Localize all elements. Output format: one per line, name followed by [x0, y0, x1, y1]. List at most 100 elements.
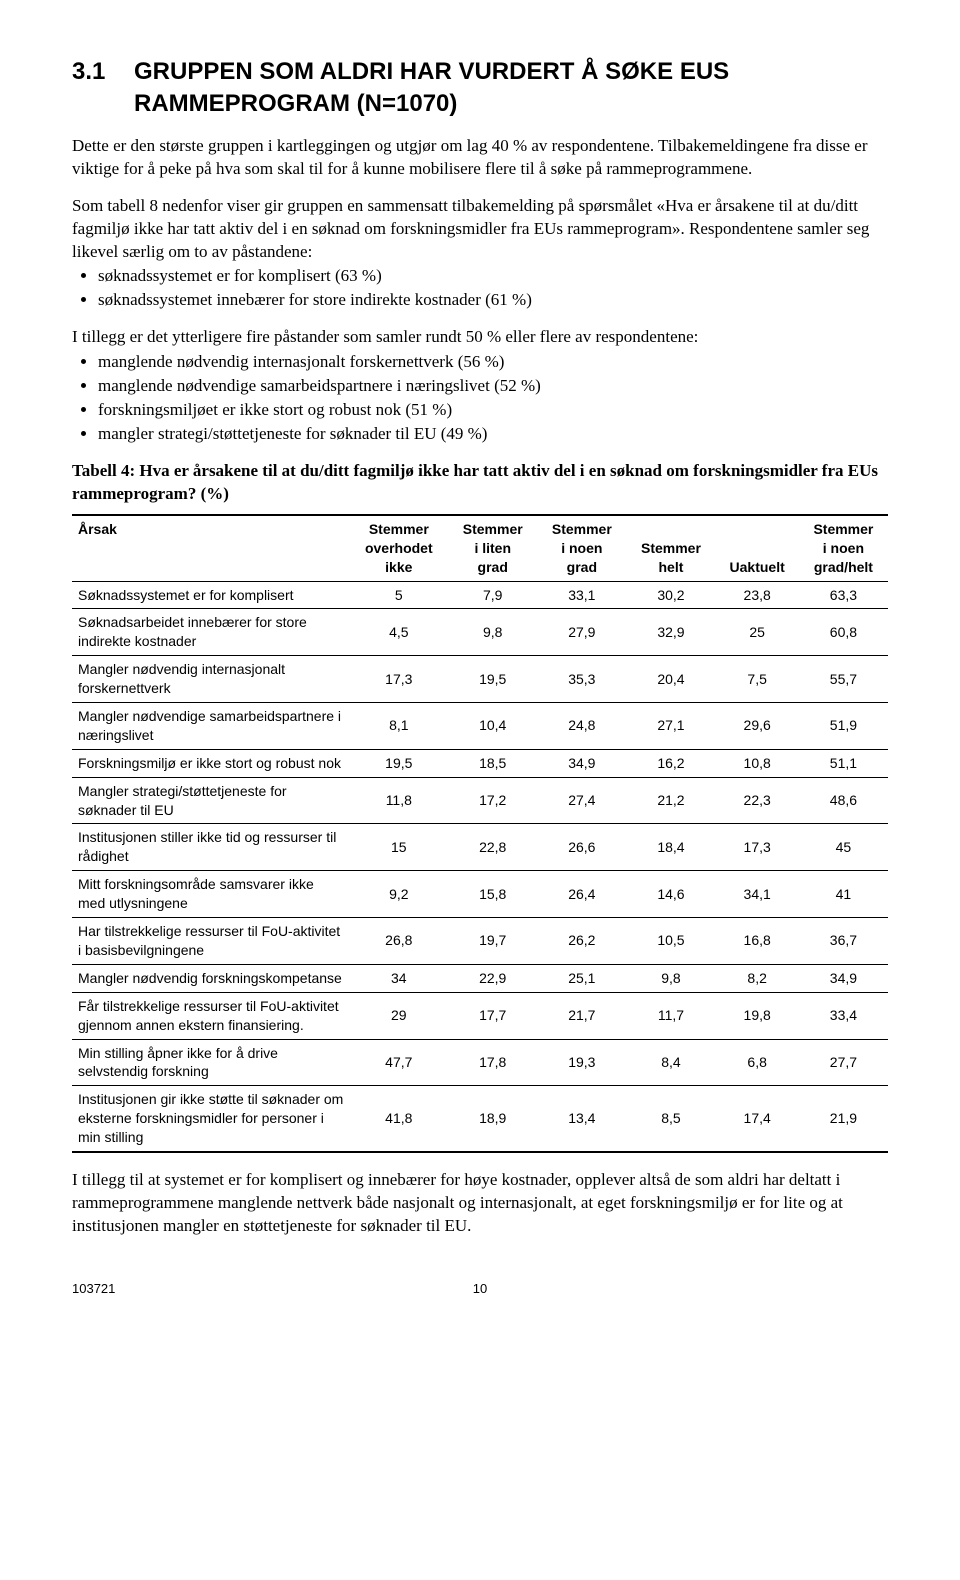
table-row: Institusjonen gir ikke støtte til søknad… — [72, 1086, 888, 1152]
cell: 17,8 — [448, 1039, 537, 1086]
table-row: Institusjonen stiller ikke tid og ressur… — [72, 824, 888, 871]
cell: 22,9 — [448, 964, 537, 992]
table-row: Mitt forskningsområde samsvarer ikke med… — [72, 871, 888, 918]
cell: 19,5 — [448, 656, 537, 703]
table-row: Mangler nødvendig internasjonalt forsker… — [72, 656, 888, 703]
table-row: Har tilstrekkelige ressurser til FoU-akt… — [72, 918, 888, 965]
footer-page: 10 — [115, 1280, 844, 1298]
bullet-list-a: søknadssystemet er for komplisert (63 %)… — [72, 265, 888, 312]
col-header-4: Stemmerhelt — [626, 515, 715, 581]
cell: 5 — [349, 581, 448, 609]
cell: 60,8 — [799, 609, 888, 656]
cell: 9,2 — [349, 871, 448, 918]
row-label: Mangler strategi/støttetjeneste for søkn… — [72, 777, 349, 824]
cell: 9,8 — [626, 964, 715, 992]
cell: 20,4 — [626, 656, 715, 703]
cell: 55,7 — [799, 656, 888, 703]
cell: 10,4 — [448, 703, 537, 750]
cell: 22,8 — [448, 824, 537, 871]
cell: 17,3 — [716, 824, 799, 871]
col-header-arsak: Årsak — [72, 515, 349, 581]
table-title: Tabell 4: Hva er årsakene til at du/ditt… — [72, 460, 888, 506]
data-table: Årsak Stemmeroverhodetikke Stemmeri lite… — [72, 514, 888, 1153]
list-item: søknadssystemet innebærer for store indi… — [98, 289, 888, 312]
table-row: Mangler strategi/støttetjeneste for søkn… — [72, 777, 888, 824]
cell: 32,9 — [626, 609, 715, 656]
cell: 8,1 — [349, 703, 448, 750]
col-header-3: Stemmeri noengrad — [537, 515, 626, 581]
cell: 7,5 — [716, 656, 799, 703]
cell: 19,3 — [537, 1039, 626, 1086]
cell: 23,8 — [716, 581, 799, 609]
section-title: GRUPPEN SOM ALDRI HAR VURDERT Å SØKE EUS… — [134, 56, 888, 121]
cell: 13,4 — [537, 1086, 626, 1152]
paragraph-4: I tillegg til at systemet er for komplis… — [72, 1169, 888, 1238]
cell: 9,8 — [448, 609, 537, 656]
cell: 4,5 — [349, 609, 448, 656]
cell: 8,4 — [626, 1039, 715, 1086]
list-item: manglende nødvendig internasjonalt forsk… — [98, 351, 888, 374]
page-footer: 103721 10 103721 — [72, 1280, 888, 1298]
cell: 18,9 — [448, 1086, 537, 1152]
cell: 11,7 — [626, 992, 715, 1039]
cell: 34,9 — [537, 749, 626, 777]
cell: 19,7 — [448, 918, 537, 965]
cell: 33,1 — [537, 581, 626, 609]
cell: 17,7 — [448, 992, 537, 1039]
cell: 17,3 — [349, 656, 448, 703]
section-heading: 3.1 GRUPPEN SOM ALDRI HAR VURDERT Å SØKE… — [72, 56, 888, 121]
cell: 34,9 — [799, 964, 888, 992]
section-number: 3.1 — [72, 56, 134, 121]
cell: 27,9 — [537, 609, 626, 656]
cell: 25 — [716, 609, 799, 656]
row-label: Institusjonen gir ikke støtte til søknad… — [72, 1086, 349, 1152]
cell: 26,2 — [537, 918, 626, 965]
table-row: Forskningsmiljø er ikke stort og robust … — [72, 749, 888, 777]
cell: 25,1 — [537, 964, 626, 992]
cell: 7,9 — [448, 581, 537, 609]
cell: 17,4 — [716, 1086, 799, 1152]
paragraph-1: Dette er den største gruppen i kartleggi… — [72, 135, 888, 181]
cell: 36,7 — [799, 918, 888, 965]
cell: 45 — [799, 824, 888, 871]
cell: 33,4 — [799, 992, 888, 1039]
cell: 21,2 — [626, 777, 715, 824]
cell: 30,2 — [626, 581, 715, 609]
cell: 18,5 — [448, 749, 537, 777]
paragraph-3: I tillegg er det ytterligere fire påstan… — [72, 326, 888, 349]
cell: 35,3 — [537, 656, 626, 703]
cell: 10,5 — [626, 918, 715, 965]
cell: 27,1 — [626, 703, 715, 750]
list-item: søknadssystemet er for komplisert (63 %) — [98, 265, 888, 288]
cell: 47,7 — [349, 1039, 448, 1086]
paragraph-2: Som tabell 8 nedenfor viser gir gruppen … — [72, 195, 888, 264]
col-header-6: Stemmeri noengrad/helt — [799, 515, 888, 581]
cell: 10,8 — [716, 749, 799, 777]
row-label: Institusjonen stiller ikke tid og ressur… — [72, 824, 349, 871]
footer-project: 103721 — [72, 1280, 115, 1298]
list-item: manglende nødvendige samarbeidspartnere … — [98, 375, 888, 398]
cell: 29 — [349, 992, 448, 1039]
table-row: Mangler nødvendige samarbeidspartnere i … — [72, 703, 888, 750]
cell: 19,8 — [716, 992, 799, 1039]
row-label: Mangler nødvendige samarbeidspartnere i … — [72, 703, 349, 750]
cell: 14,6 — [626, 871, 715, 918]
row-label: Forskningsmiljø er ikke stort og robust … — [72, 749, 349, 777]
cell: 41 — [799, 871, 888, 918]
cell: 17,2 — [448, 777, 537, 824]
cell: 26,4 — [537, 871, 626, 918]
cell: 19,5 — [349, 749, 448, 777]
row-label: Min stilling åpner ikke for å drive selv… — [72, 1039, 349, 1086]
cell: 6,8 — [716, 1039, 799, 1086]
row-label: Får tilstrekkelige ressurser til FoU-akt… — [72, 992, 349, 1039]
cell: 26,6 — [537, 824, 626, 871]
cell: 15,8 — [448, 871, 537, 918]
cell: 27,4 — [537, 777, 626, 824]
col-header-1: Stemmeroverhodetikke — [349, 515, 448, 581]
row-label: Mangler nødvendig internasjonalt forsker… — [72, 656, 349, 703]
cell: 63,3 — [799, 581, 888, 609]
cell: 21,9 — [799, 1086, 888, 1152]
cell: 8,5 — [626, 1086, 715, 1152]
row-label: Søknadsarbeidet innebærer for store indi… — [72, 609, 349, 656]
cell: 15 — [349, 824, 448, 871]
